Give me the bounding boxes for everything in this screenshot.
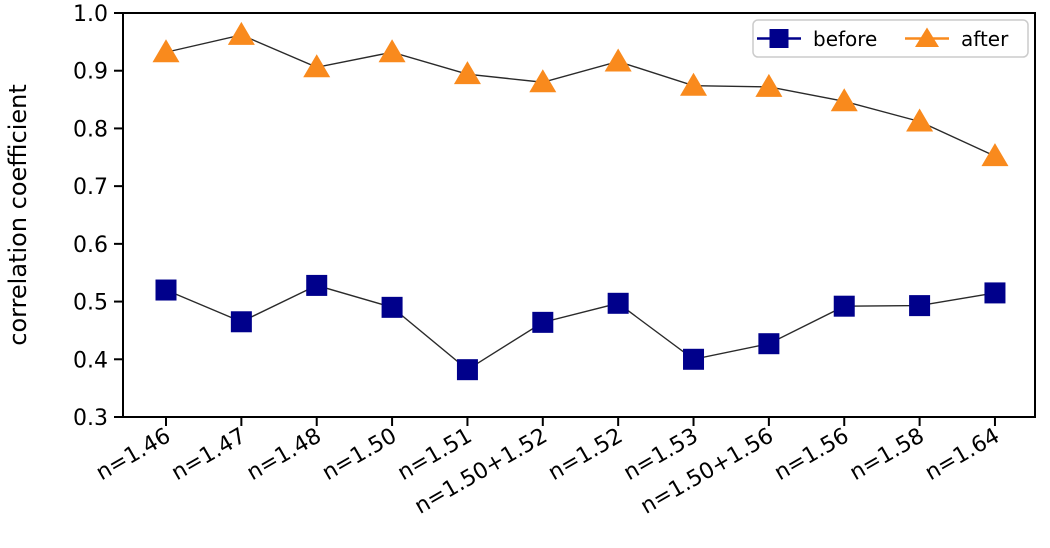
after-marker — [529, 69, 557, 93]
after-marker — [981, 143, 1009, 167]
y-tick-label: 0.4 — [73, 348, 108, 373]
y-tick-label: 0.6 — [73, 233, 108, 258]
x-tick-label: n=1.52 — [544, 424, 627, 486]
x-tick-label: n=1.50+1.52 — [410, 424, 551, 520]
before-marker — [456, 359, 478, 381]
after-marker — [680, 72, 708, 96]
after-marker — [152, 39, 180, 63]
before-marker — [683, 348, 705, 370]
before-marker — [984, 282, 1006, 304]
legend-after-label: after — [961, 27, 1009, 51]
y-tick-label: 0.7 — [73, 175, 108, 200]
after-marker — [604, 48, 632, 72]
before-marker — [532, 311, 554, 333]
after-series-line — [165, 34, 996, 157]
y-axis-ticks: 0.3 0.4 0.5 0.6 0.7 0.8 0.9 1.0 — [73, 2, 123, 431]
y-tick-label: 1.0 — [73, 2, 108, 27]
x-tick-label: n=1.48 — [243, 424, 326, 486]
after-marker — [830, 88, 858, 112]
x-tick-label: n=1.46 — [92, 424, 175, 486]
x-tick-label: n=1.56 — [770, 424, 853, 486]
legend: before after — [752, 19, 1029, 58]
y-axis-title: correlation coefficient — [4, 84, 32, 346]
plot-area — [152, 21, 1009, 381]
x-tick-label: n=1.47 — [167, 424, 250, 486]
after-marker — [906, 108, 934, 132]
x-tick-label: n=1.64 — [921, 424, 1004, 486]
x-tick-label: n=1.50+1.56 — [637, 424, 778, 520]
after-marker — [755, 73, 783, 97]
after-marker — [227, 21, 255, 45]
before-marker — [155, 279, 177, 301]
x-tick-label: n=1.58 — [846, 424, 929, 486]
after-marker — [378, 39, 406, 63]
legend-box — [752, 19, 1029, 58]
before-marker — [909, 295, 931, 317]
before-marker — [381, 296, 403, 318]
before-marker — [833, 295, 855, 317]
before-marker — [607, 292, 629, 314]
legend-before-label: before — [813, 27, 877, 51]
after-marker — [303, 54, 331, 78]
y-tick-label: 0.8 — [73, 117, 108, 142]
y-tick-label: 0.5 — [73, 291, 108, 316]
x-tick-label: n=1.50 — [318, 424, 401, 486]
y-tick-label: 0.3 — [73, 406, 108, 431]
before-marker — [306, 274, 328, 296]
legend-after-triangle-icon — [915, 27, 939, 47]
legend-before-square-icon — [769, 29, 789, 48]
y-tick-label: 0.9 — [73, 60, 108, 85]
before-series-line — [165, 284, 996, 371]
plot-border — [122, 12, 1036, 418]
x-axis-ticks: n=1.46n=1.47n=1.48n=1.50n=1.51n=1.50+1.5… — [92, 417, 1004, 520]
before-marker — [230, 311, 252, 333]
before-marker — [758, 333, 780, 355]
after-marker — [453, 61, 481, 85]
